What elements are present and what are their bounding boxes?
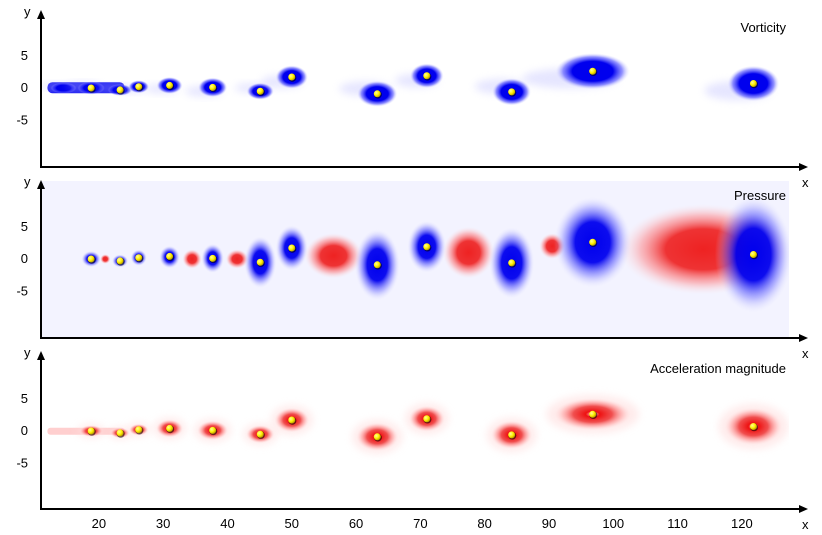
panel-title: Vorticity [740,20,786,35]
x-tick-label: 60 [349,516,363,531]
vortex-center-marker [373,433,381,441]
y-tick-label: 0 [21,80,28,95]
vortex-center-marker [508,88,516,96]
vortex-center-marker [749,422,757,430]
vortex-center-marker [87,84,95,92]
x-tick-label: 40 [220,516,234,531]
y-tick-label: 0 [21,251,28,266]
vortex-center-marker [116,86,124,94]
vortex-center-marker [589,410,597,418]
y-tick-label: -5 [16,283,28,298]
high-pressure-region [100,254,111,264]
y-axis-arrow [37,10,45,19]
vortex-center-marker [749,250,757,258]
y-tick-label: 0 [21,423,28,438]
y-tick-label: 5 [21,48,28,63]
vortex-center-marker [166,81,174,89]
acceleration-field [47,394,789,454]
vortex-center-marker [256,87,264,95]
x-tick-label: 80 [477,516,491,531]
x-tick-label: 100 [602,516,624,531]
x-tick-label: 110 [667,516,688,531]
high-pressure-region [304,233,363,279]
x-axis-arrow [799,334,808,342]
y-tick-label: 5 [21,391,28,406]
y-ticks: 5 0 -5 [16,391,28,471]
vortex-center-marker [423,243,431,251]
vortex-center-marker [116,257,124,265]
vortex-center-marker [288,416,296,424]
x-axis-arrow [799,505,808,513]
vortex-center-marker [589,67,597,75]
x-axis-arrow [799,163,808,171]
high-pressure-region [182,249,202,269]
vortex-markers [87,67,759,99]
high-pressure-region [442,226,495,279]
x-ticks: 20 30 40 50 60 70 80 90 100 110 120 [92,516,753,531]
vortex-center-marker [423,72,431,80]
x-tick-label: 30 [156,516,170,531]
y-axis-letter: y [24,174,31,189]
y-axis-arrow [37,351,45,360]
y-axis-letter: y [24,345,31,360]
vortex-center-marker [373,90,381,98]
high-pressure-region [225,249,249,269]
x-tick-label: 120 [731,516,753,531]
vortex-center-marker [288,244,296,252]
vortex-center-marker [508,259,516,267]
y-axis-arrow [37,180,45,189]
x-axis-letter: x [802,175,809,190]
vortex-center-marker [135,426,143,434]
y-ticks: 5 0 -5 [16,219,28,299]
panel-title: Acceleration magnitude [650,361,786,376]
y-tick-label: -5 [16,112,28,127]
x-tick-label: 70 [413,516,427,531]
panel-acceleration: y x Acceleration magnitude 50-5 20 30 40 50… [16,345,809,532]
vortex-center-marker [209,254,217,262]
panel-pressure: y x Pressure 5 0 -5 [16,174,809,361]
vortex-center-marker [209,83,217,91]
vortex-center-marker [589,238,597,246]
vortex-center-marker [166,424,174,432]
y-ticks: 5 0 -5 [16,48,28,128]
vortex-center-marker [166,252,174,260]
vortex-center-marker [135,83,143,91]
vortex-center-marker [87,255,95,263]
vortex-center-marker [288,73,296,81]
vortex-center-marker [256,258,264,266]
x-tick-label: 20 [92,516,106,531]
vortex-center-marker [256,430,264,438]
y-tick-label: -5 [16,455,28,470]
panel-title: Pressure [734,188,786,203]
panel-vorticity: y x Vorticity 5 0 -5 [16,4,809,190]
y-tick-label: 5 [21,219,28,234]
vorticity-field [41,53,780,107]
vortex-center-marker [209,426,217,434]
vortex-center-marker [508,431,516,439]
vortex-center-marker [423,415,431,423]
x-tick-label: 50 [285,516,299,531]
x-axis-letter: x [802,517,809,532]
x-tick-label: 90 [542,516,556,531]
vortex-center-marker [749,79,757,87]
vortex-center-marker [87,427,95,435]
vortex-markers [87,410,759,442]
x-axis-letter: x [802,346,809,361]
vortex-center-marker [373,261,381,269]
y-axis-letter: y [24,4,31,19]
vortex-markers [87,238,759,270]
vortex-center-marker [135,254,143,262]
vortex-center-marker [116,429,124,437]
